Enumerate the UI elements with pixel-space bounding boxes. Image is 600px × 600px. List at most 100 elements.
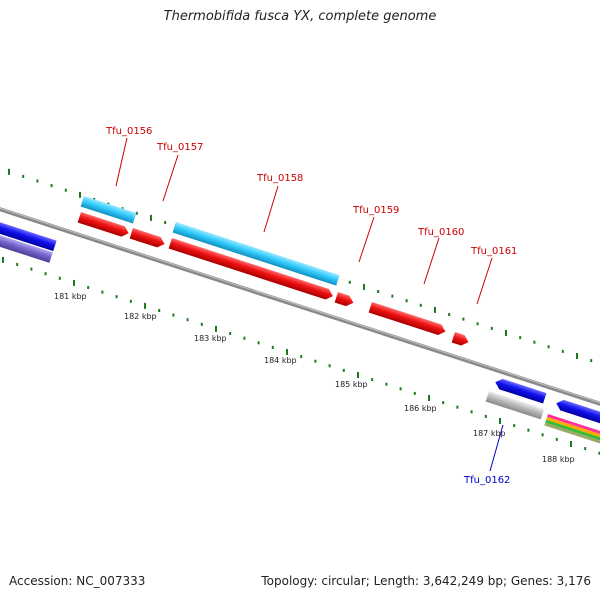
topology-text: Topology: circular; Length: 3,642,249 bp…: [261, 574, 591, 588]
outer-tick-dot: [434, 306, 436, 313]
outer-tick-dot: [547, 345, 550, 349]
outer-tick-dot: [36, 179, 39, 183]
leader-line-tfu-0157: [162, 154, 179, 202]
outer-tick-dot: [391, 294, 394, 298]
inner-tick-dot: [541, 433, 544, 437]
inner-tick-dot: [499, 418, 501, 424]
inner-tick-dot: [399, 387, 402, 391]
outer-tick-dot: [519, 336, 522, 340]
outer-tick-dot: [377, 290, 380, 293]
outer-tick-dot: [533, 340, 536, 344]
leader-line-tfu-0162: [489, 424, 504, 472]
gene-label-lines: [115, 137, 504, 472]
scale-label-183: 183 kbp: [194, 334, 227, 343]
outer-tick-dot: [476, 322, 479, 326]
inner-tick-dot: [513, 424, 516, 428]
outer-tick-dot: [8, 168, 10, 175]
gene-label-tfu-0160[interactable]: Tfu_0160: [417, 227, 464, 238]
genome-backbone: [0, 207, 600, 406]
inner-tick-dot: [2, 256, 4, 263]
tick-dots: [2, 168, 600, 455]
outer-tick-dot: [405, 299, 408, 303]
inner-tick-dot: [172, 313, 175, 317]
feature-tracks: [0, 196, 600, 444]
outer-tick-dot: [22, 174, 25, 178]
inner-tick-dot: [584, 447, 587, 451]
inner-tick-dot: [186, 318, 189, 322]
feature-tfu-0159-gene[interactable]: [334, 292, 356, 308]
gene-label-tfu-0157[interactable]: Tfu_0157: [156, 142, 203, 153]
outer-tick-dot: [363, 283, 365, 290]
leader-line-tfu-0156: [115, 137, 128, 187]
inner-tick-dot: [428, 395, 430, 401]
outer-tick-dot: [79, 191, 81, 198]
inner-tick-dot: [215, 325, 217, 332]
outer-tick-dot: [561, 349, 564, 353]
feature-tfu-0156-cds[interactable]: [80, 196, 137, 224]
inner-tick-dot: [115, 295, 118, 299]
inner-tick-dot: [328, 364, 331, 368]
backbone-line: [0, 207, 600, 406]
inner-tick-dot: [144, 302, 146, 309]
map-title: Thermobifida fusca YX, complete genome: [163, 9, 437, 24]
inner-tick-dot: [16, 263, 19, 266]
scale-label-187: 187 kbp: [473, 429, 506, 438]
inner-tick-dot: [73, 279, 75, 286]
inner-tick-dot: [229, 332, 232, 335]
inner-tick-dot: [555, 437, 558, 441]
feature-tfu-0160-gene[interactable]: [368, 302, 448, 337]
inner-tick-dot: [257, 341, 260, 345]
inner-tick-dot: [456, 405, 459, 409]
inner-tick-dot: [286, 349, 288, 355]
feature-tfu-0158-gene[interactable]: [168, 238, 335, 301]
gene-label-tfu-0161[interactable]: Tfu_0161: [470, 246, 517, 257]
feature-right-reverse-gene[interactable]: [555, 398, 600, 428]
outer-tick-dot: [64, 188, 67, 192]
inner-tick-dot: [342, 368, 345, 372]
feature-left-reverse-cds[interactable]: [0, 232, 53, 263]
leader-line-tfu-0161: [476, 257, 493, 305]
inner-tick-dot: [101, 290, 104, 294]
inner-tick-dot: [371, 378, 374, 382]
outer-tick-dot: [576, 353, 578, 359]
outer-tick-dot: [150, 214, 152, 221]
inner-tick-dot: [484, 414, 487, 418]
outer-tick-dot: [419, 303, 422, 307]
scale-label-186: 186 kbp: [404, 404, 437, 413]
inner-tick-dot: [200, 322, 203, 326]
outer-tick-dot: [590, 359, 593, 363]
inner-tick-dot: [598, 451, 600, 455]
leader-line-tfu-0160: [423, 237, 440, 285]
scale-label-185: 185 kbp: [335, 380, 368, 389]
feature-tfu-0158-cds[interactable]: [172, 222, 340, 286]
inner-tick-dot: [314, 359, 317, 363]
outer-tick-dot: [462, 317, 465, 321]
gene-label-tfu-0162[interactable]: Tfu_0162: [463, 475, 510, 486]
feature-tfu-0161-gene[interactable]: [451, 332, 471, 347]
feature-tfu-0156-gene[interactable]: [77, 212, 131, 239]
leader-line-tfu-0158: [263, 185, 279, 233]
inner-tick-dot: [129, 299, 132, 303]
leader-line-tfu-0159: [358, 216, 375, 263]
gene-labels: Tfu_0156 Tfu_0157 Tfu_0158 Tfu_0159 Tfu_…: [105, 126, 517, 486]
feature-tfu-0162-gene[interactable]: [494, 377, 547, 404]
scale-label-181: 181 kbp: [54, 292, 87, 301]
inner-tick-dot: [158, 309, 161, 312]
feature-tfu-0157-gene[interactable]: [129, 228, 167, 249]
outer-tick-dot: [448, 313, 451, 316]
gene-label-tfu-0159[interactable]: Tfu_0159: [352, 205, 399, 216]
inner-tick-dot: [527, 428, 530, 432]
inner-tick-dot: [58, 276, 61, 280]
gene-label-tfu-0156[interactable]: Tfu_0156: [105, 126, 152, 137]
scale-labels: 181 kbp 182 kbp 183 kbp 184 kbp 185 kbp …: [54, 292, 575, 464]
backbone-highlight: [0, 207, 600, 404]
inner-tick-dot: [271, 345, 274, 349]
gene-label-tfu-0158[interactable]: Tfu_0158: [256, 173, 303, 184]
feature-tfu-0162-pseudo[interactable]: [485, 391, 545, 420]
outer-tick-dot: [490, 326, 493, 330]
outer-tick-dot: [348, 280, 351, 284]
feature-right-multicolor-track[interactable]: [544, 414, 600, 444]
feature-left-reverse-gene[interactable]: [0, 219, 57, 252]
inner-tick-dot: [442, 401, 445, 405]
